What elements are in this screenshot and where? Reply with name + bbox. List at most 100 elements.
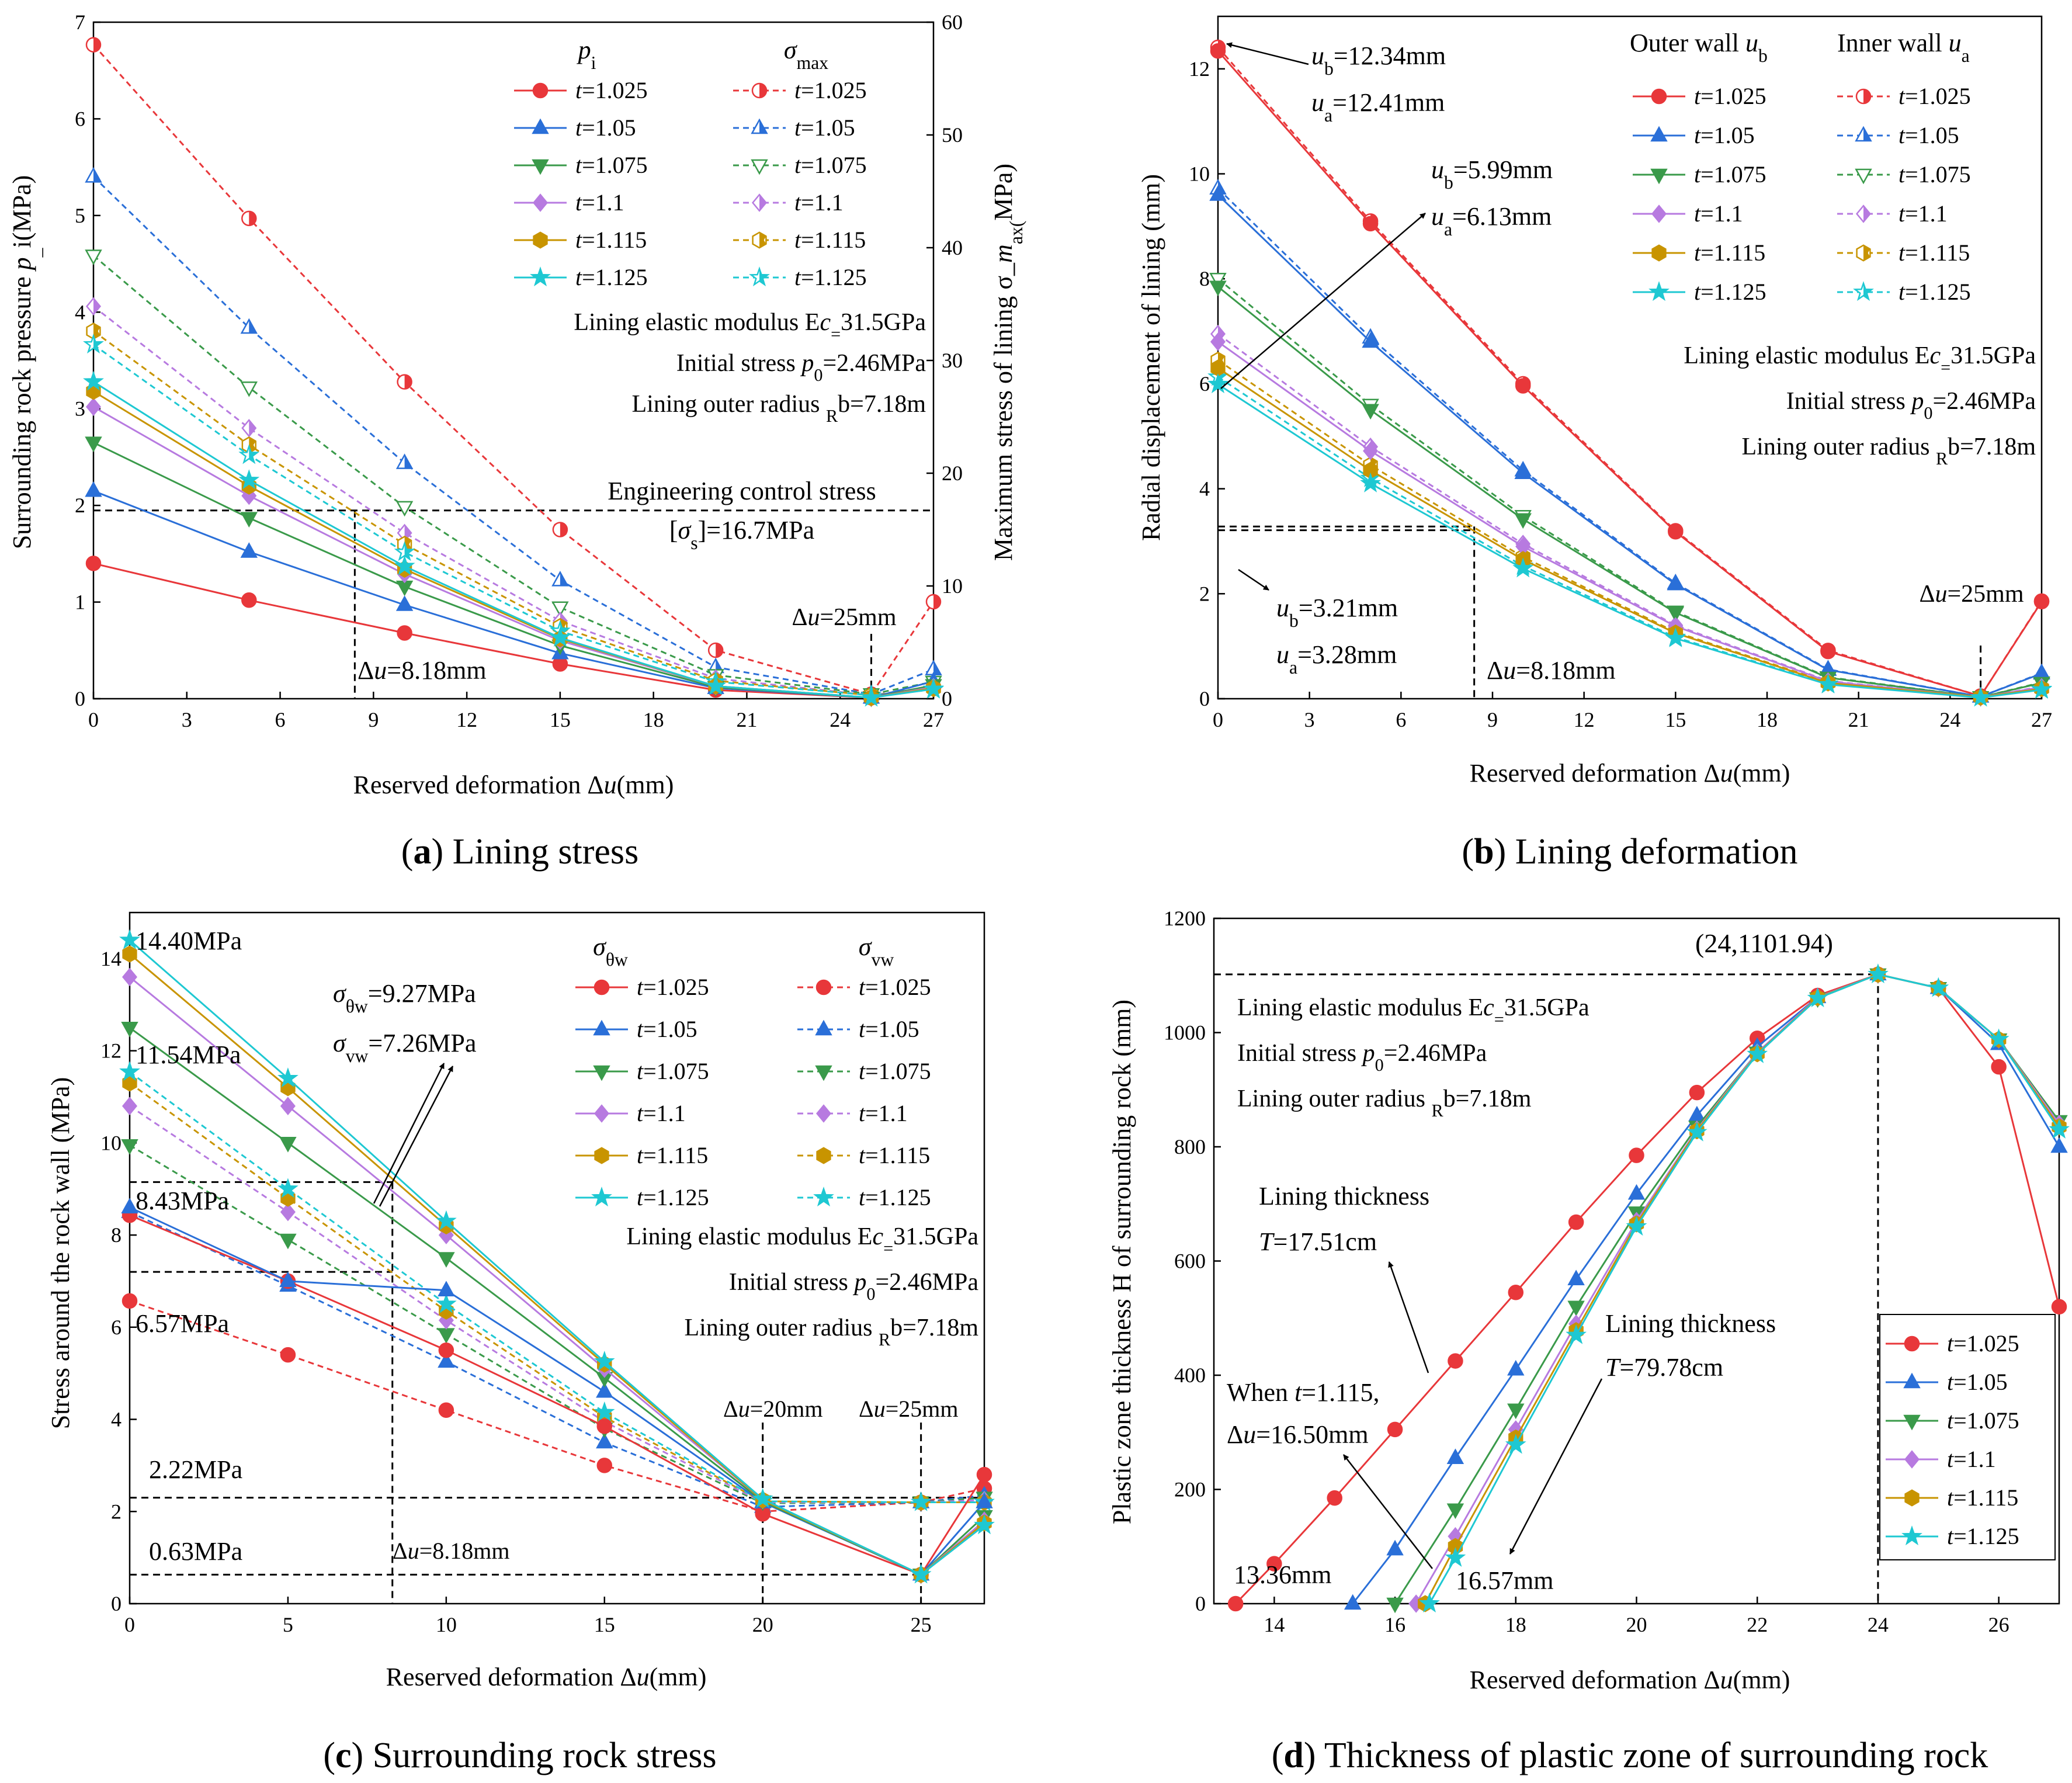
panel-d-series-0-point <box>1508 1285 1524 1300</box>
panel-a-legend-smax-1-label-part: =1.05 <box>801 115 855 141</box>
panel-b-outer-0-point <box>2033 594 2050 610</box>
panel-c-legend-theta-0-label-part: =1.025 <box>643 974 709 1000</box>
panel-d-ytick-label: 200 <box>1174 1478 1206 1501</box>
panel-a-ytick-label: 6 <box>75 107 85 130</box>
panel-b-ytick-label: 0 <box>1199 687 1210 710</box>
panel-d-ytick-label-part: 200 <box>1174 1478 1206 1501</box>
panel-d-info-radius-part: R <box>1431 1101 1443 1121</box>
panel-b-legend-outer-3-swatch-marker <box>1651 204 1667 223</box>
panel-d-info-modulus: Lining elastic modulus Ec=31.5GPa <box>1237 994 1589 1029</box>
panel-d-legend-2-swatch-marker <box>1903 1414 1921 1431</box>
panel-d-legend-2-label-part: =1.075 <box>1953 1407 2019 1434</box>
panel-a-legend-smax-1-swatch-marker-half <box>759 120 767 133</box>
panel-c-v-5-point <box>594 1401 615 1421</box>
panel-c-ytick-label-part: 2 <box>111 1500 122 1523</box>
panel-c-legend-v-5-label-part: =1.125 <box>865 1184 931 1210</box>
panel-b-ua1-part: u <box>1311 88 1324 117</box>
panel-d-ylabel: Plastic zone thickness H of surrounding … <box>1108 1000 1136 1524</box>
panel-a-legend-pi-3-label-part: =1.1 <box>582 189 624 216</box>
panel-a-xtick-label-part: 18 <box>643 708 664 731</box>
panel-d-series-1-point <box>1507 1359 1525 1376</box>
panel-a-xlabel: Reserved deformation Δu(mm) <box>353 771 674 799</box>
panel-c-theta-5-point <box>435 1210 457 1230</box>
panel-d-info-modulus-part: = <box>1494 1010 1504 1029</box>
panel-a-legend-pi-0-label: t=1.025 <box>575 77 648 103</box>
panel-a-smax-5-point-half <box>249 446 258 463</box>
panel-c-theta-3-point <box>122 967 138 987</box>
panel-a-du818-part: =8.18mm <box>387 656 486 685</box>
panel-c-v-0-point <box>280 1347 296 1363</box>
panel-c-legend-v-5-label: t=1.125 <box>859 1184 931 1210</box>
panel-d-ytick-label-part: 0 <box>1195 1592 1206 1615</box>
panel-b-xlabel-part: u <box>1720 759 1733 788</box>
panel-b-xtick-label-part: 0 <box>1213 708 1223 731</box>
panel-a-xtick-label: 3 <box>182 708 192 731</box>
panel-a-legend-pi-3-label: t=1.1 <box>575 189 624 216</box>
panel-b-xtick-label-part: 18 <box>1757 708 1778 731</box>
panel-d-mm1657-part: 16.57mm <box>1456 1566 1553 1595</box>
panel-a-xtick-label-part: 27 <box>923 708 944 731</box>
panel-a-xtick-label: 27 <box>923 708 944 731</box>
panel-c-legend-v-1-label-part: =1.05 <box>865 1016 919 1042</box>
panel-a-legend-pi-0-label-part: t <box>575 77 582 103</box>
panel-b-legend-header-inner: Inner wall ua <box>1837 29 1970 66</box>
panel-d-xtick-label: 24 <box>1868 1613 1889 1636</box>
panel-b-legend-inner-5-label-part: t <box>1899 279 1906 305</box>
panel-c-v-5-point <box>119 1061 140 1081</box>
panel-b-ua3-part: =3.28mm <box>1297 640 1397 669</box>
panel-d-ytick-label: 1000 <box>1164 1021 1206 1045</box>
panel-c-legend-theta-3-label: t=1.1 <box>637 1100 686 1126</box>
panel-b-caption: (b) Lining deformation <box>1462 832 1797 872</box>
panel-b-legend-header-outer: Outer wall ub <box>1630 29 1768 66</box>
panel-d-series-5-point <box>1868 963 1889 984</box>
panel-d-caption-part: ( <box>1272 1736 1284 1775</box>
panel-a-smax-0-point-half <box>249 211 256 226</box>
panel-c-v-3-point <box>280 1202 296 1222</box>
panel-c-legend-v-1-swatch-marker <box>815 1019 832 1036</box>
panel-b-ua3-part: a <box>1289 657 1297 678</box>
panel-a-y2tick-label-part: 20 <box>942 462 963 485</box>
panel-b-xtick-label-part: 6 <box>1396 708 1406 731</box>
panel-d-info-radius-part: b=7.18m <box>1443 1085 1532 1112</box>
panel-b-legend-outer-5-label-part: t <box>1694 279 1701 305</box>
panel-a-legend-smax-5-swatch-marker-half <box>759 269 768 285</box>
panel-b-xtick-label: 15 <box>1665 708 1686 731</box>
panel-a-control-value-part: s <box>690 533 697 553</box>
panel-b-legend-outer-2-label-part: t <box>1694 161 1701 188</box>
panel-d-series-0-point <box>1568 1214 1584 1230</box>
panel-b-ytick-label-part: 8 <box>1199 267 1210 290</box>
panel-b-outer-1-point <box>1209 185 1227 201</box>
panel-b-legend-outer-4-label: t=1.115 <box>1694 240 1765 266</box>
panel-d-xtick-label: 22 <box>1747 1613 1768 1636</box>
panel-d-ytick-label: 0 <box>1195 1592 1206 1615</box>
panel-c-legend-theta-1-label: t=1.05 <box>637 1016 697 1042</box>
panel-c-theta-0-point <box>596 1418 613 1434</box>
panel-a-legend-pi-0-swatch-marker <box>532 82 549 99</box>
panel-b-ytick-label-part: 12 <box>1189 57 1210 81</box>
panel-c-caption-part: ( <box>323 1736 335 1775</box>
panel-d-series-0-point <box>1991 1059 2007 1075</box>
panel-b-legend-inner-5-label-part: =1.125 <box>1905 279 1971 305</box>
panel-a-y2tick-label: 40 <box>942 236 963 259</box>
panel-d-when2-part: u <box>1243 1420 1256 1449</box>
panel-d-when1-part: t <box>1294 1378 1303 1407</box>
panel-c-theta-2-line <box>129 1026 985 1576</box>
panel-d-series-5-point <box>1807 987 1828 1008</box>
panel-d-series-0-point <box>1227 1595 1244 1612</box>
panel-a-info-radius-part: b=7.18m <box>838 391 926 418</box>
panel-b-du25-part: =25mm <box>1947 581 2024 608</box>
panel-d-legend-0-swatch-marker <box>1904 1335 1920 1352</box>
panel-a-pi-5-point <box>238 469 260 490</box>
panel-d-legend-0-label: t=1.025 <box>1947 1330 2019 1357</box>
panel-d-legend-3-label-part: =1.1 <box>1953 1446 1996 1472</box>
panel-b-xtick-label: 3 <box>1304 708 1315 731</box>
panel-b-legend-inner-0-label: t=1.025 <box>1899 83 1971 109</box>
panel-d-legend-3-label-part: t <box>1947 1446 1954 1472</box>
panel-a-smax-2-point-half <box>404 501 412 515</box>
panel-c-legend-v-0-label: t=1.025 <box>859 974 931 1000</box>
panel-b-info-radius-part <box>1929 433 1936 460</box>
panel-a-legend-smax-3-label-part: t <box>794 189 801 216</box>
panel-b-outer-5-point <box>1207 373 1228 394</box>
panel-b-ub3-part: b <box>1289 610 1299 631</box>
panel-c-legend-header-theta-part: σ <box>593 932 607 961</box>
